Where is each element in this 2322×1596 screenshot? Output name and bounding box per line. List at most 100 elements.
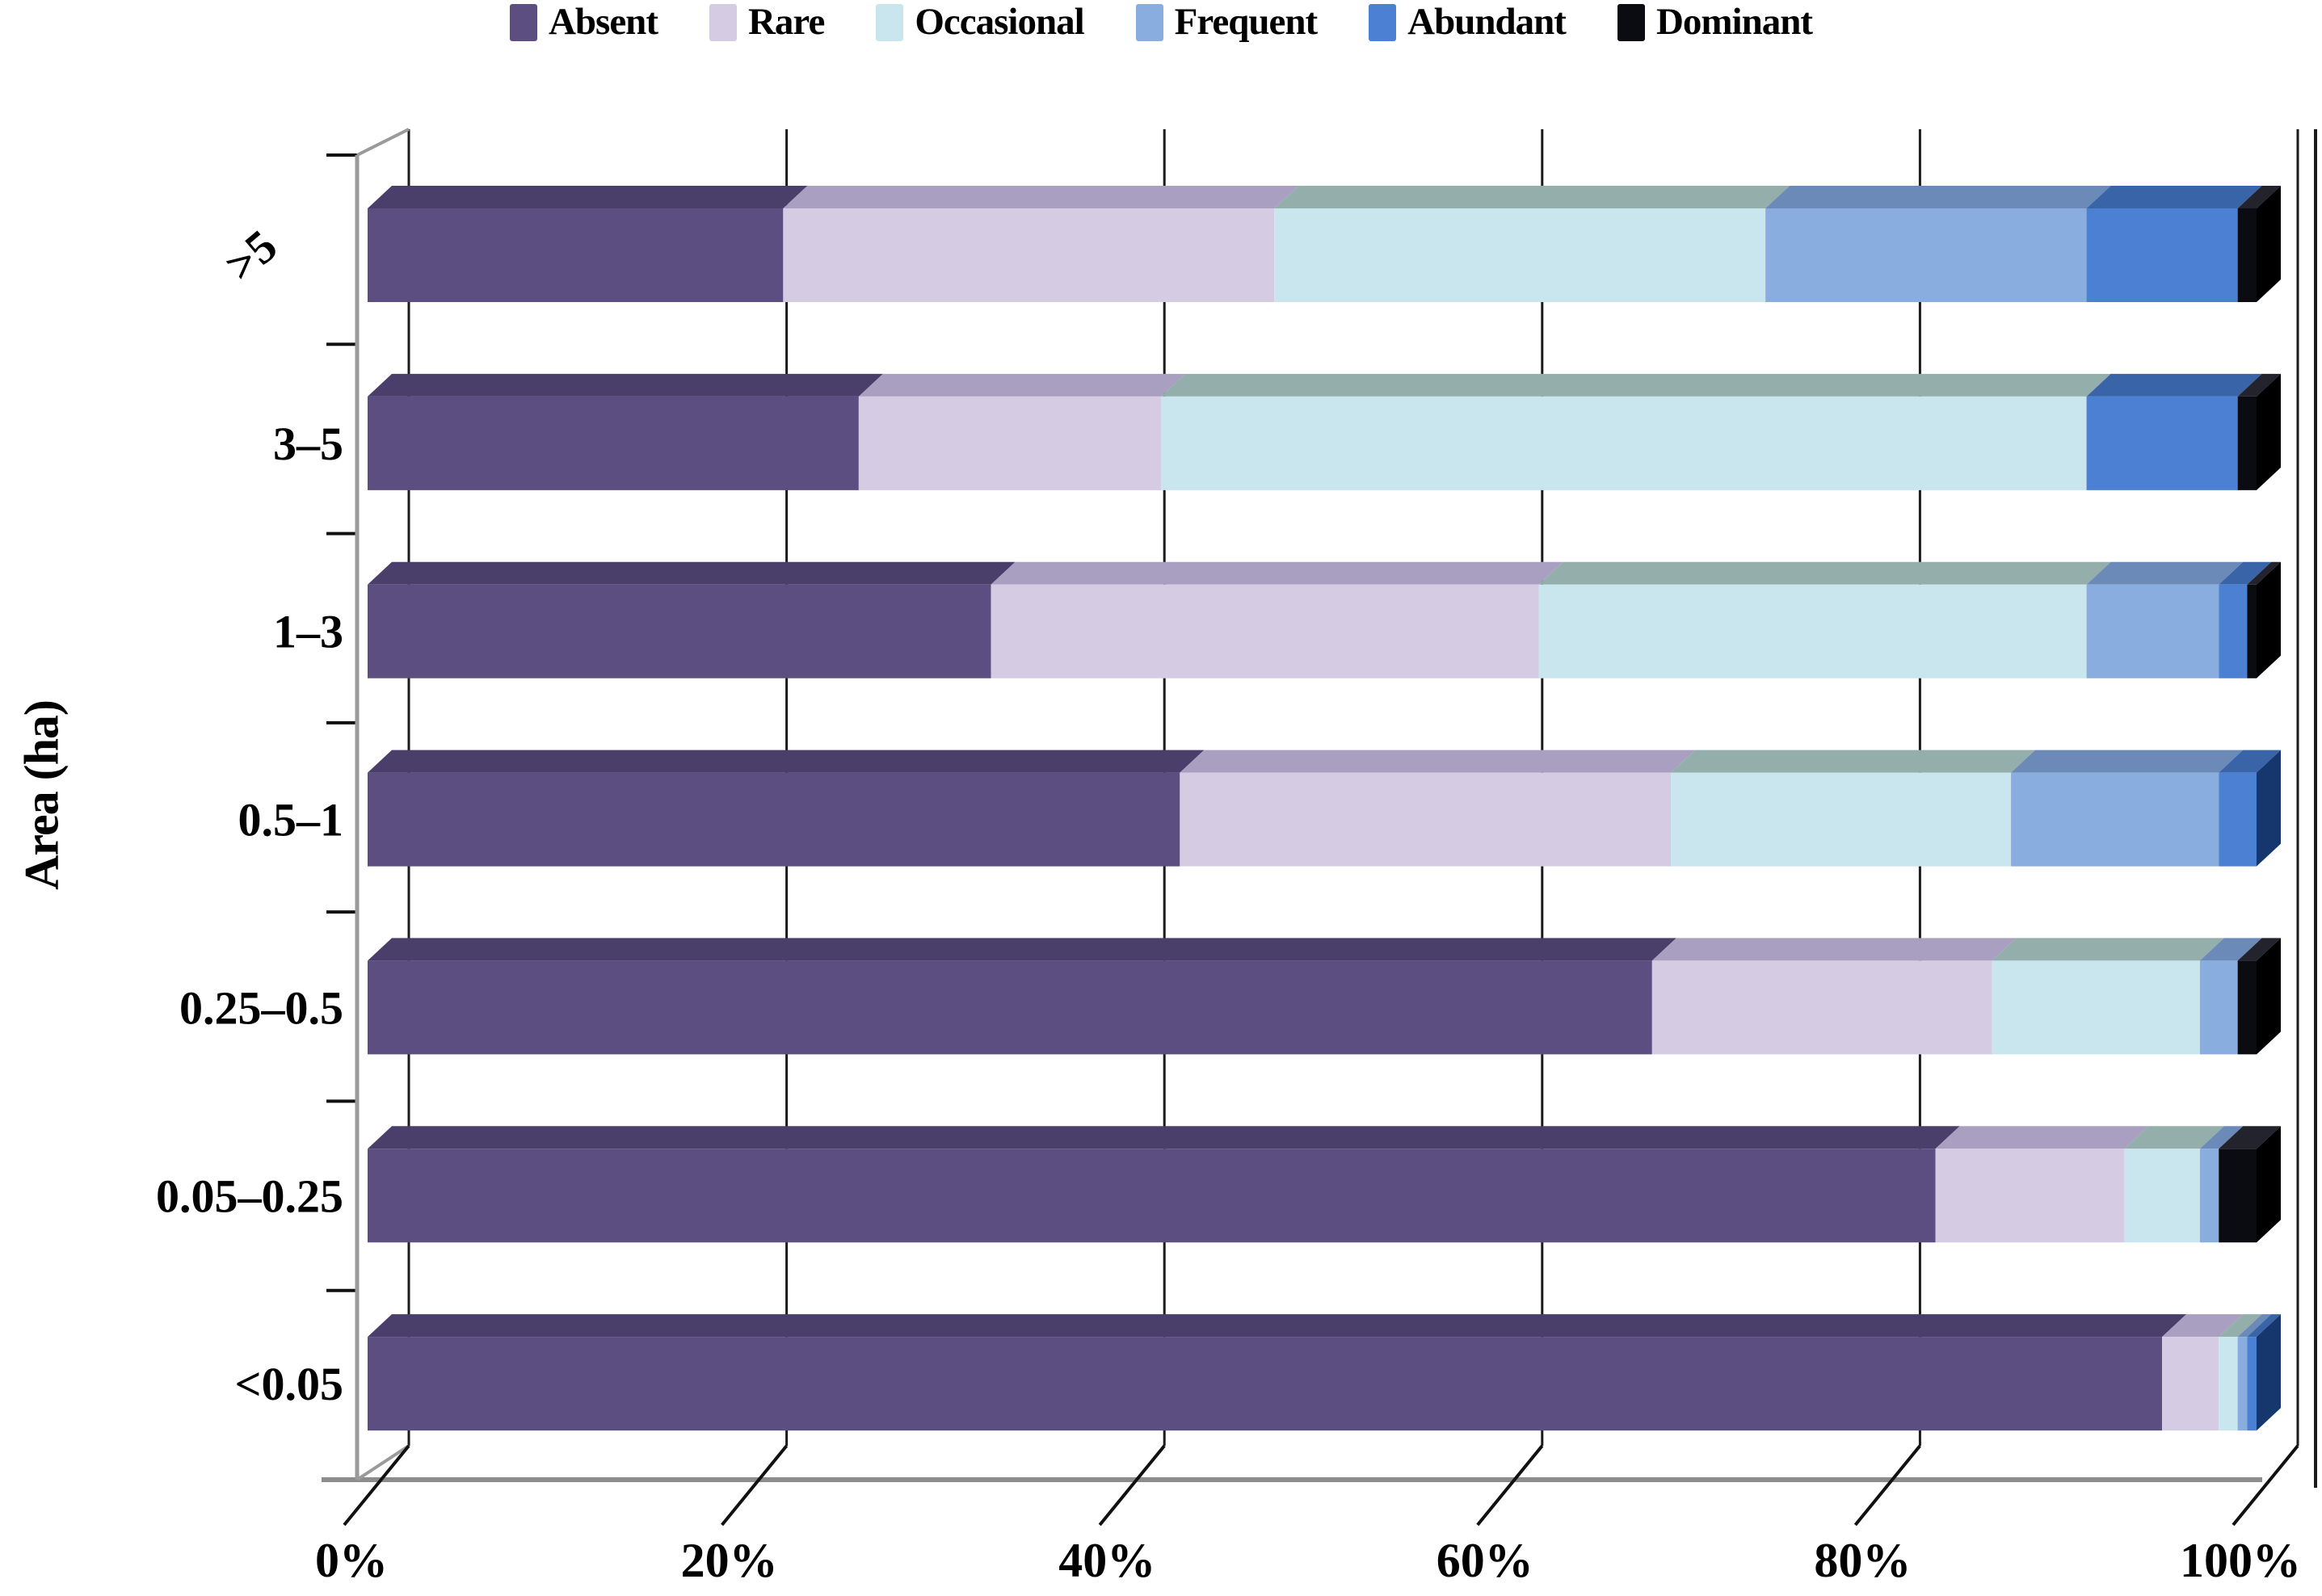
bar-segment-frequent-5 (2199, 1149, 2219, 1243)
bar-top-occasional-0 (1274, 186, 1790, 208)
bar-segment-rare-1 (858, 396, 1161, 490)
x-axis-tick (343, 1444, 410, 1527)
bar-top-dominant-2 (2247, 561, 2281, 585)
x-axis-tick (2232, 1444, 2299, 1527)
bar-segment-absent-5 (368, 1149, 1936, 1243)
y-category-label: 1–3 (273, 606, 343, 658)
bar-segment-occasional-1 (1160, 396, 2087, 490)
x-axis-tick (1853, 1444, 1921, 1527)
y-category-label: >5 (215, 220, 287, 292)
x-tick-label: 40% (1058, 1534, 1155, 1587)
bar-top-dominant-4 (2237, 938, 2281, 961)
bar-segment-occasional-0 (1274, 208, 1766, 302)
x-tick-label: 20% (681, 1534, 778, 1587)
bar-segment-dominant-1 (2237, 396, 2257, 490)
x-axis-tick (721, 1444, 789, 1527)
bar-top-dominant-5 (2219, 1126, 2281, 1149)
x-tick-label: 100% (2180, 1534, 2301, 1587)
bar-top-abundant-3 (2219, 750, 2281, 773)
bar-top-rare-1 (858, 373, 1185, 397)
x-tick-label: 80% (1814, 1534, 1911, 1587)
x-tick-label: 60% (1437, 1534, 1533, 1587)
y-axis-title: Area (ha) (15, 700, 69, 890)
bar-top-dominant-0 (2237, 186, 2281, 208)
bar-top-absent-2 (368, 561, 1016, 585)
bar-segment-absent-4 (368, 960, 1652, 1055)
bar-segment-frequent-0 (1765, 208, 2087, 302)
bar-top-abundant-1 (2086, 373, 2262, 397)
bar-top-frequent-2 (2086, 561, 2244, 585)
y-category-label: <0.05 (234, 1358, 343, 1410)
bar-segment-frequent-2 (2086, 584, 2219, 678)
bar-top-absent-3 (368, 750, 1205, 773)
bar-top-absent-0 (368, 186, 808, 208)
bar-top-rare-0 (783, 186, 1299, 208)
bar-top-abundant-2 (2219, 561, 2272, 585)
bar-segment-occasional-5 (2124, 1149, 2200, 1243)
bar-top-absent-1 (368, 373, 883, 397)
bar-segment-frequent-3 (2011, 772, 2219, 867)
bar-side-dominant-4 (2257, 938, 2281, 1055)
bar-top-rare-2 (991, 561, 1563, 585)
wall-top-left-edge (356, 128, 410, 157)
bar-top-frequent-0 (1765, 186, 2111, 208)
x-axis-tick (1476, 1444, 1544, 1527)
bar-top-occasional-2 (1538, 561, 2111, 585)
bar-segment-absent-2 (368, 584, 991, 678)
bar-top-rare-4 (1651, 938, 2017, 961)
bar-segment-frequent-4 (2199, 960, 2238, 1055)
bar-segment-dominant-0 (2237, 208, 2257, 302)
bar-top-absent-5 (368, 1126, 1960, 1149)
bar-segment-abundant-1 (2086, 396, 2238, 490)
bar-top-occasional-1 (1160, 373, 2111, 397)
bar-side-dominant-2 (2257, 561, 2281, 678)
bar-segment-abundant-2 (2219, 584, 2248, 678)
bar-top-frequent-6 (2237, 1314, 2272, 1338)
bar-segment-abundant-6 (2247, 1337, 2257, 1431)
bar-segment-absent-1 (368, 396, 859, 490)
bar-top-frequent-5 (2199, 1126, 2244, 1149)
bar-top-occasional-4 (1992, 938, 2224, 961)
y-category-label: 0.25–0.5 (179, 981, 343, 1034)
bar-segment-occasional-6 (2219, 1337, 2238, 1431)
bar-top-abundant-6 (2247, 1314, 2281, 1338)
bar-segment-occasional-2 (1538, 584, 2087, 678)
bar-top-frequent-4 (2199, 938, 2262, 961)
x-tick-label: 0% (315, 1534, 388, 1587)
bar-segment-rare-5 (1935, 1149, 2125, 1243)
bar-segment-rare-6 (2162, 1337, 2219, 1431)
bar-segment-abundant-3 (2219, 772, 2257, 867)
bar-segment-absent-0 (368, 208, 784, 302)
bar-top-frequent-3 (2011, 750, 2244, 773)
bar-segment-occasional-3 (1671, 772, 2012, 867)
y-category-label: 0.05–0.25 (156, 1170, 343, 1222)
bar-top-absent-6 (368, 1314, 2187, 1338)
bar-segment-occasional-4 (1992, 960, 2200, 1055)
bar-top-occasional-3 (1671, 750, 2036, 773)
wall-bottom-left-edge (355, 1444, 410, 1481)
bar-segment-absent-6 (368, 1337, 2163, 1431)
bar-segment-rare-2 (991, 584, 1539, 678)
bar-top-rare-5 (1935, 1126, 2149, 1149)
bar-segment-rare-4 (1651, 960, 1992, 1055)
bar-side-dominant-0 (2257, 186, 2281, 302)
y-category-label: 3–5 (273, 418, 343, 470)
bar-segment-dominant-2 (2247, 584, 2257, 678)
bar-top-rare-3 (1180, 750, 1696, 773)
bar-segment-dominant-5 (2219, 1149, 2257, 1243)
bar-segment-frequent-6 (2237, 1337, 2248, 1431)
bar-side-dominant-5 (2257, 1126, 2281, 1243)
bar-top-occasional-6 (2219, 1314, 2262, 1338)
bar-segment-abundant-0 (2086, 208, 2238, 302)
bar-top-abundant-0 (2086, 186, 2262, 208)
y-category-label: 0.5–1 (238, 794, 344, 846)
bar-side-abundant-3 (2257, 750, 2281, 867)
bar-side-abundant-6 (2257, 1314, 2281, 1431)
bar-segment-rare-3 (1180, 772, 1672, 867)
bar-top-absent-4 (368, 938, 1676, 961)
bar-segment-rare-0 (783, 208, 1275, 302)
bar-segment-absent-3 (368, 772, 1180, 867)
x-axis-tick (1098, 1444, 1166, 1527)
